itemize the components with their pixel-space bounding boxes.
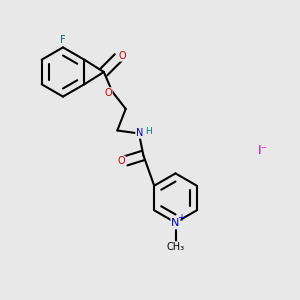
Text: N: N [136,128,143,138]
Text: O: O [104,88,112,98]
Text: CH₃: CH₃ [167,242,184,252]
Text: O: O [117,156,125,167]
Text: O: O [118,51,126,61]
Text: H: H [145,127,152,136]
Text: N: N [171,218,180,229]
Text: F: F [60,34,66,45]
Text: I⁻: I⁻ [257,143,268,157]
Text: +: + [178,213,185,224]
